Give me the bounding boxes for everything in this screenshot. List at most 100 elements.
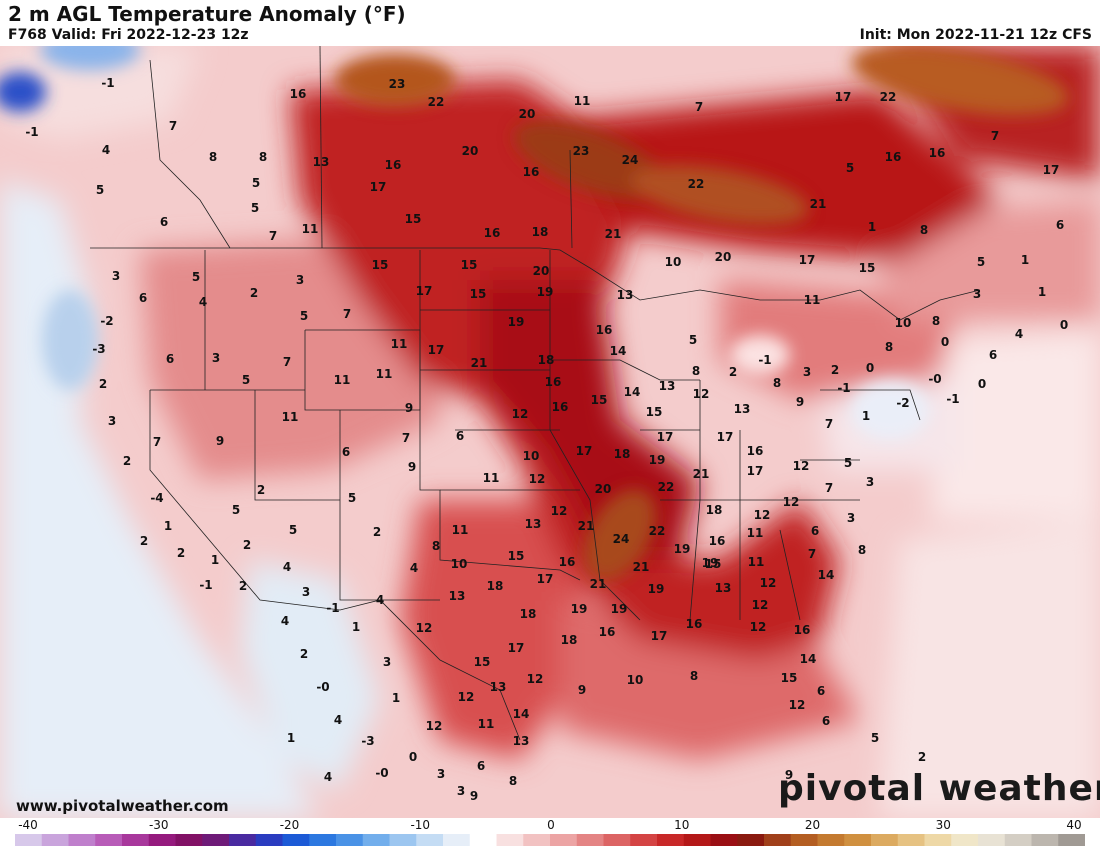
anomaly-value: 11 [391,337,408,351]
anomaly-value: 1 [287,731,295,745]
anomaly-map[interactable]: 23 -1 16 22 20 11 7 17 22 -1 7 4 8 8 13 16 20 23 24 16 16 7 17… [0,46,1100,818]
anomaly-value: 0 [1060,318,1068,332]
anomaly-value: 11 [452,523,469,537]
anomaly-value: 2 [831,363,839,377]
anomaly-value: 6 [477,759,485,773]
anomaly-value: 17 [799,253,816,267]
anomaly-value: 3 [296,273,304,287]
colorbar-swatch [255,834,283,846]
colorbar-swatch [469,834,497,846]
anomaly-value: 9 [470,789,478,803]
anomaly-value: 9 [796,395,804,409]
anomaly-value: 12 [512,407,529,421]
anomaly-value: 4 [334,713,342,727]
anomaly-value: 11 [302,222,319,236]
anomaly-value: 9 [405,401,413,415]
anomaly-value: 4 [281,614,289,628]
colorbar-swatch [1004,834,1032,846]
anomaly-value: -2 [896,396,909,410]
colorbar-tick-label: -20 [279,818,300,832]
colorbar-tick-label: -10 [410,818,431,832]
colorbar-swatch [148,834,176,846]
anomaly-value: 20 [533,264,550,278]
anomaly-value: 16 [523,165,540,179]
anomaly-value: 17 [717,430,734,444]
init-time: Init: Mon 2022-11-21 12z CFS [859,27,1092,43]
anomaly-value: 4 [199,295,207,309]
anomaly-value: 6 [139,291,147,305]
anomaly-value: 4 [324,770,332,784]
anomaly-value: 2 [239,579,247,593]
map-header: 2 m AGL Temperature Anomaly (°F) F768 Va… [0,0,1100,46]
colorbar-swatch [41,834,69,846]
anomaly-value: 18 [487,579,504,593]
anomaly-value: 13 [734,402,751,416]
anomaly-value: 17 [370,180,387,194]
anomaly-value: 22 [880,90,897,104]
colorbar-swatch [790,834,818,846]
anomaly-value: 20 [595,482,612,496]
anomaly-value: 2 [729,365,737,379]
anomaly-value: 12 [693,387,710,401]
anomaly-value: 10 [451,557,468,571]
colorbar-swatch [229,834,257,846]
anomaly-value: 5 [252,176,260,190]
anomaly-value: 8 [920,223,928,237]
anomaly-value: 5 [96,183,104,197]
colorbar-swatch [630,834,658,846]
anomaly-value: 7 [269,229,277,243]
anomaly-value: 8 [885,340,893,354]
anomaly-value: 1 [862,409,870,423]
anomaly-value: 3 [803,365,811,379]
anomaly-value: 18 [538,353,555,367]
anomaly-value: 17 [651,629,668,643]
anomaly-value: -1 [25,125,38,139]
anomaly-value: 6 [989,348,997,362]
anomaly-value: 6 [166,352,174,366]
anomaly-value: 11 [376,367,393,381]
anomaly-value: 11 [574,94,591,108]
anomaly-value: 13 [490,680,507,694]
anomaly-value: 8 [209,150,217,164]
colorbar-swatch [443,834,471,846]
anomaly-value: 1 [1038,285,1046,299]
anomaly-value: 16 [747,444,764,458]
anomaly-value: 5 [232,503,240,517]
anomaly-value: 21 [590,577,607,591]
colorbar-swatch [309,834,337,846]
colorbar-swatch [202,834,230,846]
anomaly-value: 15 [859,261,876,275]
anomaly-value: 16 [484,226,501,240]
anomaly-value: 18 [614,447,631,461]
colorbar-swatch [683,834,711,846]
anomaly-value: 2 [243,538,251,552]
anomaly-value: 21 [578,519,595,533]
colorbar-swatch [871,834,899,846]
anomaly-value: 12 [527,672,544,686]
anomaly-value: 22 [649,524,666,538]
colorbar-swatch [1031,834,1059,846]
anomaly-value: 2 [99,377,107,391]
anomaly-value: 2 [177,546,185,560]
colorbar-tick-label: 0 [547,818,555,832]
anomaly-value: 3 [212,351,220,365]
anomaly-value: 16 [559,555,576,569]
anomaly-value: 21 [633,560,650,574]
colorbar-swatch [122,834,150,846]
anomaly-value: 2 [257,483,265,497]
anomaly-value: 18 [532,225,549,239]
boundaries [90,46,981,741]
anomaly-value: 14 [800,652,817,666]
anomaly-value: 5 [192,270,200,284]
anomaly-value: 22 [658,480,675,494]
anomaly-value: 23 [389,77,406,91]
anomaly-value: 11 [483,471,500,485]
anomaly-value: 20 [519,107,536,121]
anomaly-value: 16 [885,150,902,164]
anomaly-value: 2 [300,647,308,661]
anomaly-value: 1 [1021,253,1029,267]
anomaly-value: -1 [199,578,212,592]
website-url[interactable]: www.pivotalweather.com [16,797,229,815]
anomaly-value: -1 [326,601,339,615]
colorbar-swatch [978,834,1006,846]
